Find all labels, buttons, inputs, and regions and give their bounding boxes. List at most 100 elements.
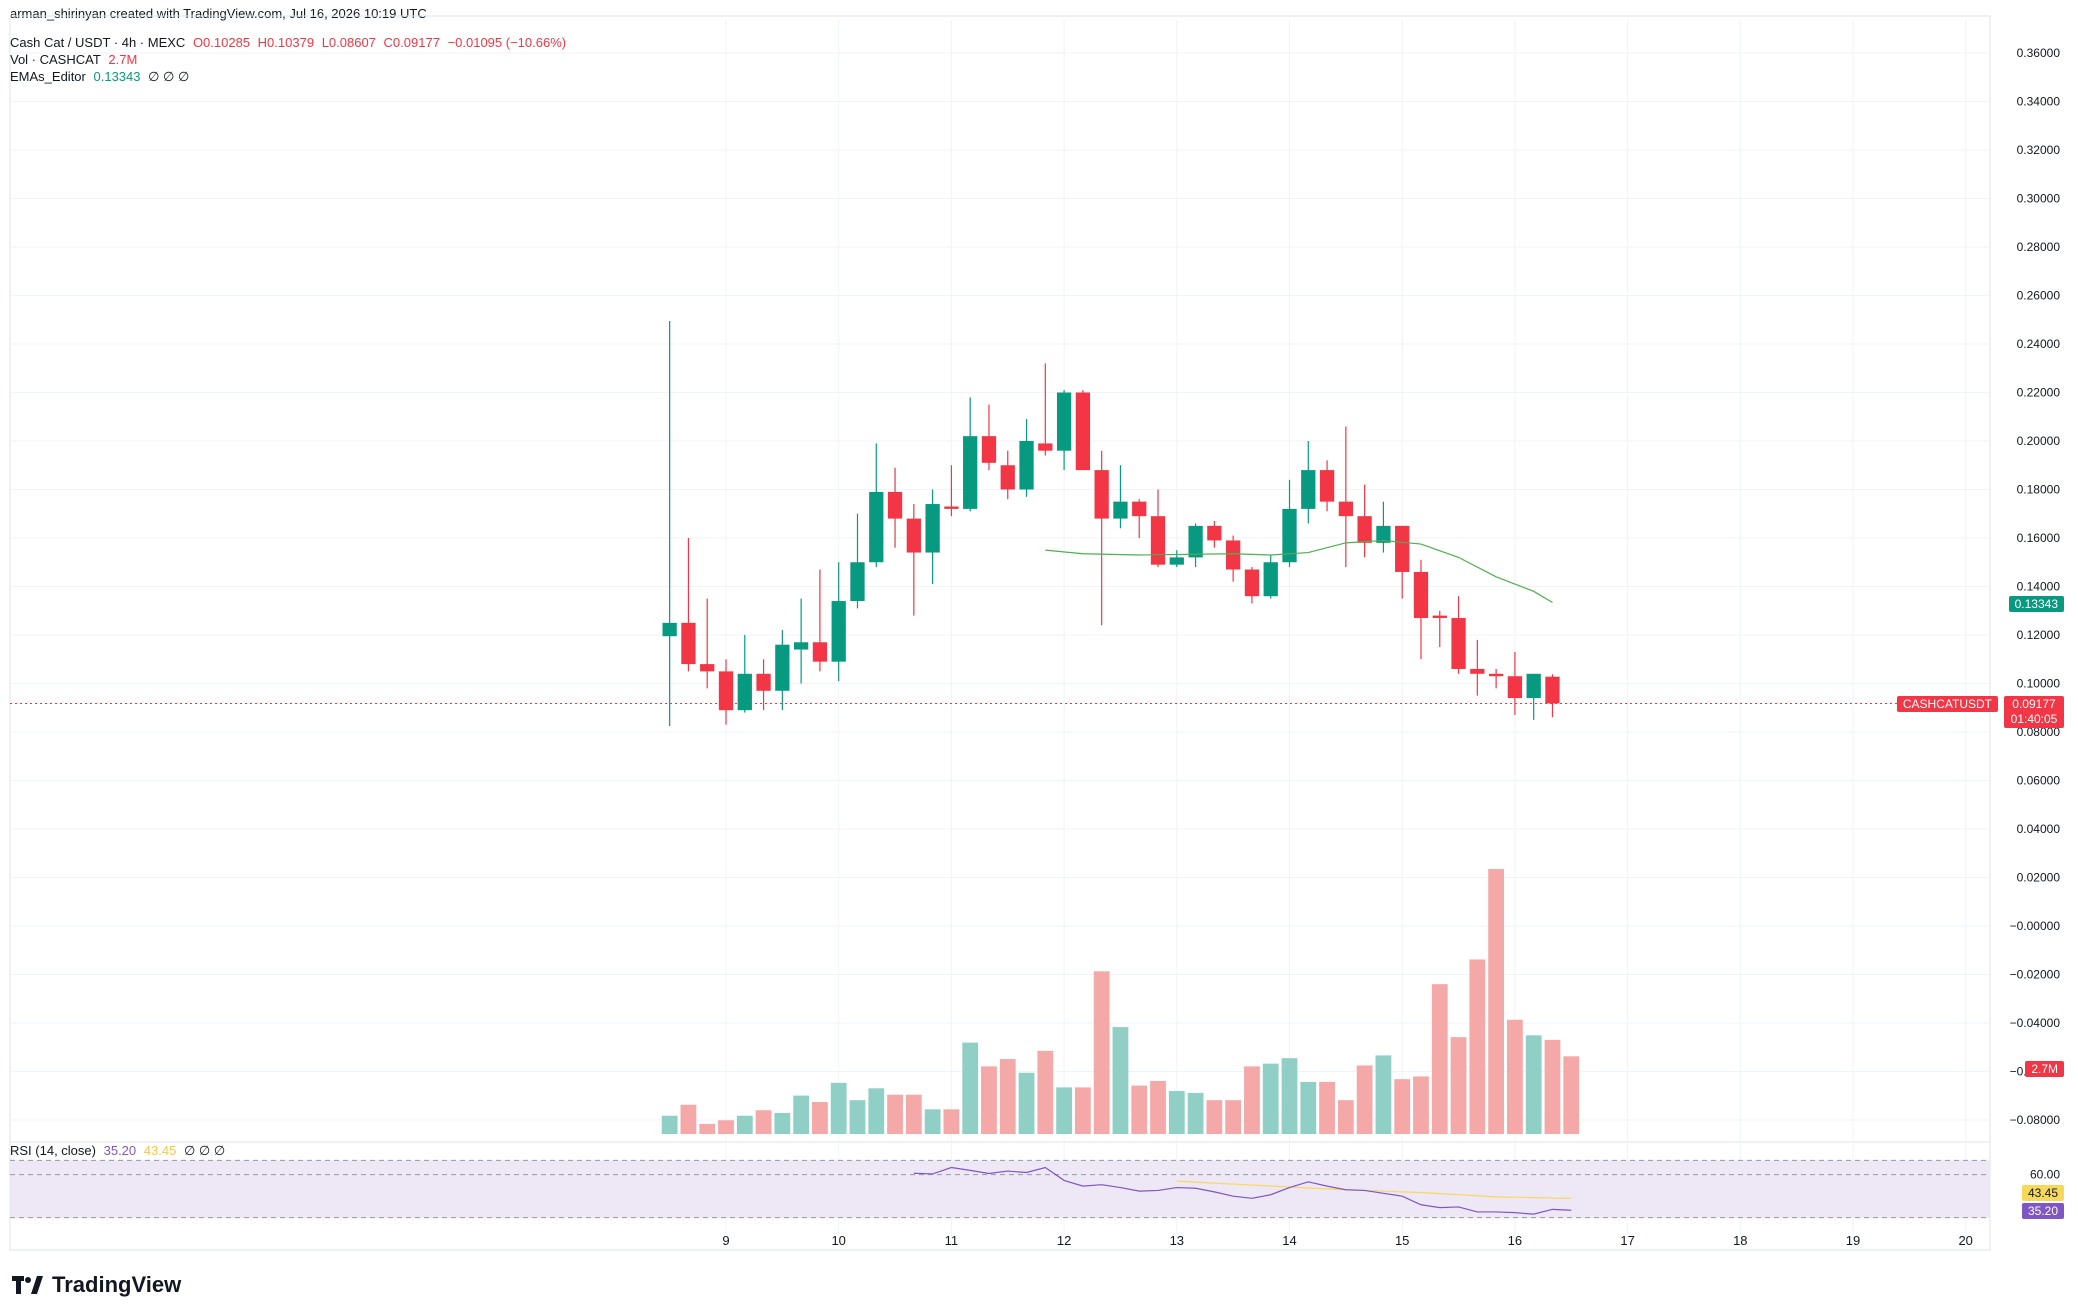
volume-bar: [1525, 1035, 1542, 1134]
ema-legend[interactable]: EMAs_Editor 0.13343 ∅ ∅ ∅: [10, 69, 193, 85]
y-tick-label: 0.04000: [2017, 822, 2061, 836]
volume-bar: [1281, 1058, 1298, 1134]
volume-bar: [1262, 1063, 1279, 1134]
y-tick-label: 0.06000: [2017, 774, 2061, 788]
x-tick-label: 11: [945, 1233, 959, 1248]
ohlc-high: H0.10379: [257, 35, 315, 50]
volume-bar: [1187, 1092, 1204, 1134]
volume-bar: [699, 1123, 716, 1134]
volume-bar: [887, 1094, 903, 1134]
candle-body: [963, 436, 978, 509]
candle-body: [1019, 441, 1034, 490]
volume-bar: [680, 1104, 697, 1134]
volume-bar: [1488, 869, 1505, 1134]
volume-bar: [1074, 1087, 1091, 1134]
y-tick-label: −0.02000: [2010, 968, 2061, 982]
volume-bar: [999, 1059, 1016, 1134]
candle-body: [1395, 525, 1410, 572]
x-tick-label: 10: [831, 1233, 845, 1248]
x-tick-label: 19: [1846, 1233, 1860, 1248]
candle-body: [1432, 615, 1447, 619]
x-tick-label: 17: [1620, 1233, 1634, 1248]
candle-body: [1113, 501, 1128, 519]
candle-body: [887, 491, 903, 519]
tradingview-logo[interactable]: TradingView: [12, 1272, 181, 1298]
volume-bar: [1225, 1100, 1242, 1134]
candle-body: [1451, 618, 1466, 669]
rsi-legend[interactable]: RSI (14, close) 35.20 43.45 ∅ ∅ ∅: [10, 1143, 229, 1159]
candle-body: [1357, 516, 1372, 543]
volume-legend[interactable]: Vol · CASHCAT 2.7M: [10, 52, 141, 67]
y-tick-label: 0.30000: [2017, 192, 2061, 206]
rsi-tag: 35.20: [2021, 1203, 2064, 1219]
symbol-legend[interactable]: Cash Cat / USDT · 4h · MEXC O0.10285 H0.…: [10, 35, 570, 50]
volume-bar: [849, 1100, 866, 1134]
ema-extra: ∅ ∅ ∅: [148, 69, 190, 84]
volume-bar: [1469, 959, 1486, 1134]
candle-body: [1263, 562, 1278, 597]
x-tick-label: 20: [1958, 1233, 1972, 1248]
candle-body: [1038, 443, 1053, 451]
ema-label: EMAs_Editor: [10, 69, 86, 84]
ohlc-change: −0.01095 (−10.66%): [447, 35, 567, 50]
volume-bar: [1563, 1056, 1580, 1134]
rsi-line: [913, 1166, 1572, 1215]
candle-body: [1301, 470, 1316, 509]
x-tick-label: 18: [1733, 1233, 1747, 1248]
rsi-ma-tag: 43.45: [2021, 1185, 2064, 1201]
rsi-extra: ∅ ∅ ∅: [183, 1143, 226, 1158]
candle-body: [1188, 525, 1203, 558]
candle-body: [718, 671, 734, 711]
volume-bar: [793, 1095, 810, 1134]
candle-body: [1000, 465, 1015, 490]
candle-body: [662, 622, 677, 637]
volume-bar: [736, 1115, 753, 1134]
candle-body: [1319, 470, 1335, 502]
candle-body: [944, 506, 959, 509]
candle-body: [1338, 501, 1353, 517]
volume-bar: [1244, 1066, 1260, 1134]
candle-body: [1488, 673, 1504, 677]
candle-body: [1282, 508, 1297, 563]
volume-bar: [1337, 1100, 1354, 1134]
x-tick-label: 15: [1395, 1233, 1409, 1248]
ohlc-low: L0.08607: [321, 35, 376, 50]
candle-body: [1132, 501, 1147, 517]
volume-bar: [1056, 1087, 1072, 1134]
ohlc-close: C0.09177: [383, 35, 440, 50]
candle-body: [1207, 525, 1222, 541]
candle-body: [869, 491, 884, 563]
y-tick-label: 0.10000: [2017, 677, 2061, 691]
x-tick-label: 12: [1057, 1233, 1071, 1248]
volume-bar: [1093, 971, 1110, 1134]
candle-body: [906, 518, 921, 553]
candle-body: [1075, 392, 1091, 471]
x-tick-label: 9: [722, 1233, 729, 1248]
candle-body: [775, 644, 790, 691]
volume-label: Vol · CASHCAT: [10, 52, 101, 67]
y-tick-label: 0.36000: [2017, 46, 2061, 60]
y-tick-label: 0.34000: [2017, 95, 2061, 109]
candle-body: [925, 504, 940, 553]
candle-body: [981, 436, 997, 463]
y-tick-label: −0.04000: [2010, 1016, 2061, 1030]
rsi-level-label: 60.00: [2030, 1168, 2060, 1182]
y-tick-label: −0.08000: [2010, 1113, 2061, 1127]
volume-bar: [1131, 1085, 1148, 1134]
candle-body: [1545, 676, 1560, 704]
candle-body: [1376, 525, 1391, 543]
candle-body: [812, 642, 828, 662]
rsi-value: 35.20: [103, 1143, 137, 1158]
volume-bar: [1150, 1081, 1166, 1134]
candle-body: [831, 601, 846, 662]
candle-body: [756, 673, 771, 691]
bar-countdown: 01:40:05: [2010, 712, 2058, 726]
x-tick-label: 14: [1282, 1233, 1296, 1248]
volume-bar: [1112, 1027, 1129, 1134]
volume-bar: [1300, 1081, 1317, 1134]
candle-body: [681, 622, 696, 665]
y-tick-label: 0.08000: [2017, 725, 2061, 739]
ema-value: 0.13343: [93, 69, 141, 84]
rsi-band: [10, 1160, 1990, 1218]
